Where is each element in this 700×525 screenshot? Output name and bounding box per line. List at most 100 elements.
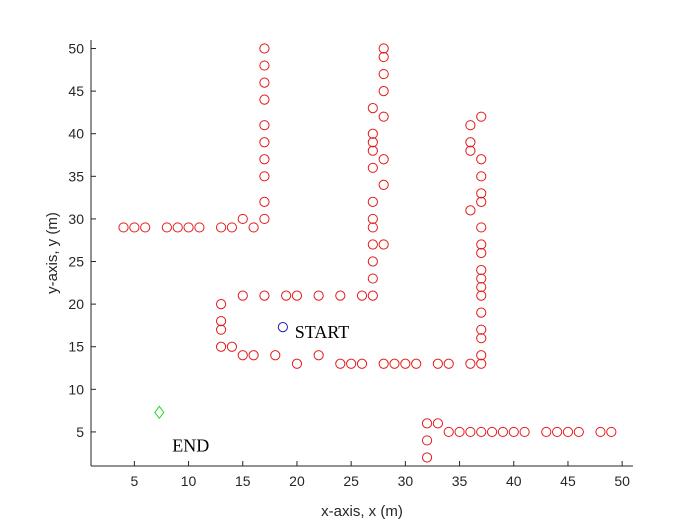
obstacles-marker	[378, 154, 389, 165]
obstacles-marker	[237, 350, 248, 361]
obstacles-marker	[367, 145, 378, 156]
obstacles-marker	[476, 358, 487, 369]
obstacles-marker	[476, 264, 487, 276]
obstacles-marker	[356, 358, 368, 369]
obstacles-marker	[270, 350, 281, 361]
obstacles-marker	[400, 358, 411, 369]
y-tick-label: 20	[68, 296, 84, 312]
obstacles-marker	[476, 188, 487, 199]
obstacles-marker	[215, 299, 227, 310]
obstacles-marker	[367, 196, 378, 207]
obstacles-marker	[215, 222, 227, 233]
obstacles-marker	[367, 137, 378, 148]
x-tick-label: 25	[343, 473, 359, 489]
obstacles-marker	[378, 68, 389, 80]
obstacles-marker	[465, 205, 476, 216]
obstacles-marker	[432, 418, 443, 429]
obstacles-marker	[259, 213, 270, 225]
obstacles-marker	[476, 171, 487, 182]
x-tick-label: 10	[181, 473, 197, 489]
x-tick-label: 45	[560, 473, 576, 489]
obstacles-marker	[259, 137, 270, 148]
x-ticks: 5 10 15 20 25 30 35 40 45 50	[130, 461, 630, 489]
obstacles-marker	[606, 426, 617, 438]
obstacles-marker	[215, 324, 227, 335]
obstacles-marker	[367, 256, 378, 267]
obstacles-marker	[595, 426, 606, 438]
obstacles-marker	[465, 426, 476, 438]
obstacles-marker	[378, 358, 389, 369]
obstacles-marker	[281, 290, 292, 301]
obstacles-marker	[367, 213, 378, 225]
obstacles-marker	[367, 162, 378, 173]
markers	[118, 43, 617, 463]
obstacles-marker	[465, 358, 476, 369]
obstacles-marker	[335, 290, 346, 301]
obstacles-marker	[367, 128, 378, 139]
obstacles-marker	[248, 222, 259, 233]
obstacles-marker	[226, 341, 238, 352]
obstacles-marker	[118, 222, 129, 233]
obstacles-marker	[140, 222, 151, 233]
obstacles-marker	[476, 324, 487, 335]
y-tick-label: 45	[68, 83, 84, 99]
x-tick-label: 40	[506, 473, 522, 489]
obstacles-marker	[194, 222, 205, 233]
obstacles-marker	[335, 358, 346, 369]
obstacles-marker	[367, 239, 378, 250]
y-tick-label: 30	[68, 211, 84, 227]
x-axis-title: x-axis, x (m)	[321, 503, 403, 520]
obstacles-marker	[259, 154, 270, 165]
obstacles-marker	[237, 290, 248, 301]
obstacles-marker	[552, 426, 563, 438]
obstacles-marker	[378, 86, 389, 97]
obstacles-marker	[259, 196, 270, 207]
obstacles-marker	[476, 111, 487, 122]
y-tick-label: 10	[68, 381, 84, 397]
obstacles-marker	[172, 222, 183, 233]
y-ticks: 5 10 15 20 25 30 35 40 45 50	[68, 41, 96, 440]
obstacles-marker	[183, 222, 194, 233]
obstacles-marker	[476, 239, 487, 250]
obstacles-marker	[215, 316, 227, 327]
obstacles-marker	[476, 307, 487, 318]
obstacles-marker	[237, 213, 248, 225]
annotations: START END	[172, 322, 349, 455]
obstacles-marker	[476, 290, 487, 301]
y-tick-label: 5	[76, 424, 84, 440]
x-tick-label: 15	[235, 473, 251, 489]
obstacles-marker	[259, 120, 270, 131]
obstacles-marker	[215, 341, 227, 352]
obstacles-marker	[378, 111, 389, 122]
obstacles-marker	[313, 350, 324, 361]
obstacles-marker	[476, 273, 487, 284]
end-marker	[154, 405, 165, 420]
y-tick-label: 25	[68, 254, 84, 270]
obstacles-marker	[476, 222, 487, 233]
obstacles-marker	[443, 358, 454, 369]
obstacles-marker	[476, 426, 487, 438]
obstacles-marker	[465, 137, 476, 148]
plot-area: 5 10 15 20 25 30 35 40 45 50 5101520253035404550 …	[68, 40, 633, 489]
obstacles-marker	[259, 77, 270, 88]
x-tick-label: 50	[614, 473, 630, 489]
obstacles-marker	[421, 452, 433, 463]
obstacles-marker	[476, 154, 487, 165]
x-tick-label: 20	[289, 473, 305, 489]
obstacles-marker	[476, 281, 487, 293]
annotation-end: END	[172, 436, 209, 456]
obstacles-marker	[476, 247, 487, 259]
obstacles-marker	[465, 145, 476, 156]
y-tick-label: 15	[68, 339, 84, 355]
obstacles-marker	[443, 426, 454, 438]
x-tick-label: 30	[398, 473, 414, 489]
obstacles-marker	[378, 239, 389, 250]
y-axis-title: y-axis, y (m)	[44, 212, 61, 294]
obstacles-marker	[291, 358, 303, 369]
x-tick-label: 5	[130, 473, 138, 489]
obstacles-marker	[226, 222, 238, 233]
obstacles-marker	[367, 290, 378, 301]
obstacles-marker	[421, 418, 433, 429]
start-marker	[277, 322, 288, 333]
